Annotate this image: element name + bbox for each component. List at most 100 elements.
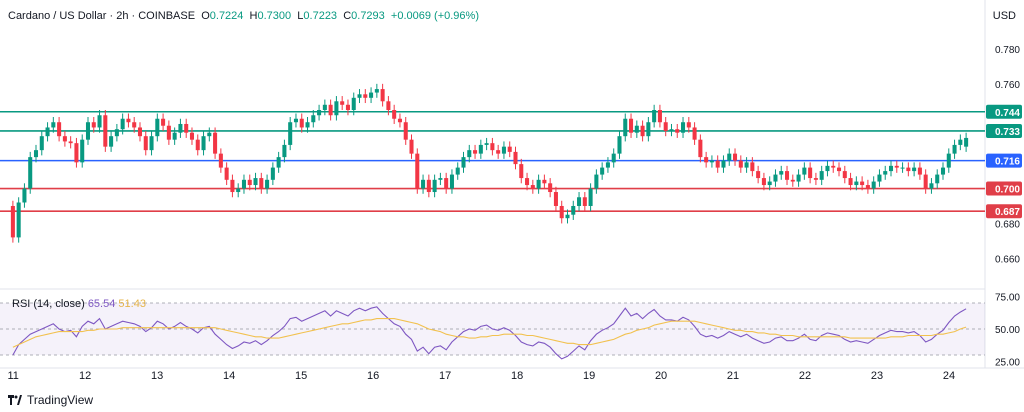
candle-body[interactable]	[738, 160, 743, 168]
candle-body[interactable]	[276, 157, 281, 168]
candle-body[interactable]	[478, 144, 483, 154]
candle-body[interactable]	[825, 165, 830, 172]
candle-body[interactable]	[247, 179, 252, 186]
candle-body[interactable]	[917, 167, 922, 175]
candle-body[interactable]	[733, 153, 738, 161]
candle-body[interactable]	[299, 118, 304, 128]
candle-body[interactable]	[10, 205, 15, 238]
candle-body[interactable]	[860, 181, 865, 186]
candle-body[interactable]	[629, 118, 634, 133]
candle-body[interactable]	[611, 153, 616, 163]
candle-body[interactable]	[559, 205, 564, 219]
candle-body[interactable]	[935, 174, 940, 184]
candle-body[interactable]	[842, 171, 847, 179]
candle-body[interactable]	[958, 139, 963, 145]
candle-body[interactable]	[542, 179, 547, 184]
candle-body[interactable]	[149, 136, 154, 151]
candle-body[interactable]	[85, 122, 91, 140]
candle-body[interactable]	[617, 136, 622, 154]
candle-body[interactable]	[721, 160, 726, 168]
candle-body[interactable]	[33, 150, 39, 158]
candle-body[interactable]	[964, 137, 969, 147]
candle-body[interactable]	[241, 179, 246, 189]
symbol-title[interactable]: Cardano / US Dollar · 2h · COINBASE	[8, 10, 196, 22]
candle-body[interactable]	[496, 150, 501, 154]
candle-body[interactable]	[507, 146, 512, 152]
candle-body[interactable]	[681, 122, 686, 133]
candle-body[interactable]	[161, 118, 166, 126]
candle-body[interactable]	[865, 185, 870, 189]
candle-body[interactable]	[369, 92, 374, 98]
candle-body[interactable]	[490, 143, 495, 151]
candle-body[interactable]	[461, 157, 466, 168]
candle-body[interactable]	[877, 174, 882, 182]
candle-body[interactable]	[380, 89, 385, 102]
candle-body[interactable]	[357, 94, 362, 98]
candle-body[interactable]	[808, 167, 813, 179]
candle-body[interactable]	[340, 101, 345, 105]
currency-label[interactable]: USD	[992, 10, 1016, 22]
candle-body[interactable]	[750, 162, 755, 172]
candle-body[interactable]	[351, 97, 356, 111]
candle-body[interactable]	[675, 129, 680, 133]
candle-body[interactable]	[519, 164, 524, 179]
candle-body[interactable]	[22, 188, 27, 203]
candle-body[interactable]	[426, 179, 431, 193]
tradingview-brand[interactable]: TradingView	[8, 393, 93, 407]
candle-body[interactable]	[345, 104, 350, 111]
candle-body[interactable]	[571, 205, 576, 215]
candle-body[interactable]	[432, 179, 437, 193]
candle-body[interactable]	[894, 165, 899, 168]
candle-body[interactable]	[525, 178, 530, 186]
candle-body[interactable]	[409, 139, 414, 154]
candle-body[interactable]	[120, 118, 125, 130]
candle-body[interactable]	[109, 136, 114, 147]
candle-body[interactable]	[790, 179, 795, 182]
candle-body[interactable]	[652, 110, 657, 123]
candle-body[interactable]	[946, 153, 951, 168]
candle-body[interactable]	[224, 167, 229, 180]
candle-body[interactable]	[74, 143, 79, 163]
candle-body[interactable]	[68, 141, 73, 144]
candle-body[interactable]	[397, 118, 402, 123]
candle-body[interactable]	[184, 123, 189, 133]
candle-body[interactable]	[594, 174, 599, 189]
candle-body[interactable]	[756, 171, 761, 179]
candle-body[interactable]	[767, 181, 772, 186]
candle-body[interactable]	[236, 188, 241, 193]
candle-body[interactable]	[888, 165, 894, 172]
candle-body[interactable]	[761, 178, 766, 186]
candle-body[interactable]	[415, 153, 420, 189]
candle-body[interactable]	[172, 132, 177, 140]
candle-body[interactable]	[796, 174, 801, 182]
candle-body[interactable]	[663, 122, 668, 131]
candle-body[interactable]	[484, 143, 489, 145]
candle-body[interactable]	[704, 157, 709, 163]
candle-body[interactable]	[311, 115, 316, 123]
candle-body[interactable]	[103, 115, 108, 147]
candle-body[interactable]	[207, 132, 212, 137]
candle-body[interactable]	[854, 181, 859, 186]
candle-body[interactable]	[201, 136, 206, 151]
candle-body[interactable]	[912, 167, 917, 172]
candle-body[interactable]	[51, 122, 56, 128]
candle-body[interactable]	[317, 110, 322, 116]
candle-body[interactable]	[802, 167, 807, 175]
candle-body[interactable]	[293, 118, 298, 123]
candle-body[interactable]	[305, 122, 310, 128]
candle-body[interactable]	[213, 132, 218, 154]
candle-body[interactable]	[218, 153, 223, 168]
candle-body[interactable]	[773, 174, 778, 182]
candle-body[interactable]	[900, 167, 905, 169]
candle-body[interactable]	[80, 139, 85, 163]
candle-body[interactable]	[669, 129, 674, 131]
candle-body[interactable]	[744, 162, 749, 168]
candle-body[interactable]	[143, 136, 148, 151]
candle-body[interactable]	[322, 104, 327, 111]
candle-body[interactable]	[28, 157, 33, 189]
candle-body[interactable]	[848, 178, 853, 186]
candle-body[interactable]	[473, 150, 478, 154]
candle-body[interactable]	[189, 132, 195, 140]
candle-body[interactable]	[715, 160, 720, 168]
